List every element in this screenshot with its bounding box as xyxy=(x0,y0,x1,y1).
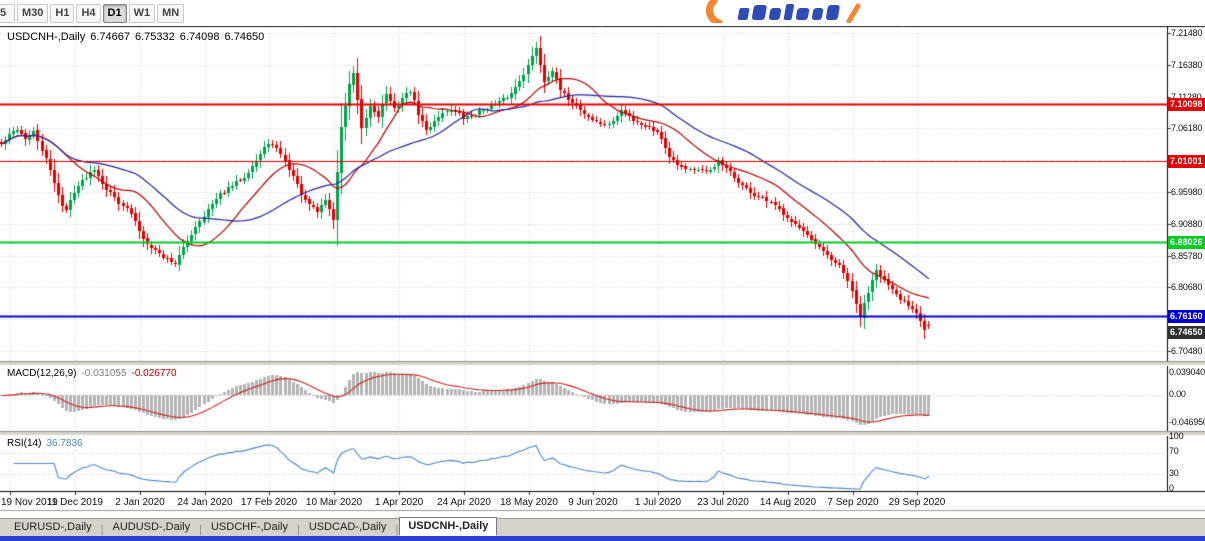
date-label: 1 Apr 2020 xyxy=(374,497,424,508)
ohlc-close: 6.74650 xyxy=(224,31,265,43)
price-tick-label: 6.85780 xyxy=(1171,250,1203,261)
level-price-box: 7.01001 xyxy=(1168,155,1205,168)
logo-wordmark xyxy=(737,4,840,20)
tab-separator: | xyxy=(100,524,104,536)
chart-symbol-period: USDCNH-,Daily xyxy=(7,31,86,43)
timeframe-button-w1[interactable]: W1 xyxy=(128,3,156,23)
chart-tab-eurusd[interactable]: EURUSD-,Daily xyxy=(14,521,92,533)
timeframe-button-h1[interactable]: H1 xyxy=(50,3,75,23)
macd-axis-label: -0.046950 xyxy=(1169,417,1205,427)
logo-accent xyxy=(846,3,861,24)
timeframe-toolbar: 5 M30 H1 H4 D1 W1 MN xyxy=(0,0,1205,27)
tab-separator: | xyxy=(296,524,300,536)
level-price-box: 7.10098 xyxy=(1168,98,1205,111)
timeframe-buttons: 5 M30 H1 H4 D1 W1 MN xyxy=(0,0,1205,26)
chart-tab-usdchf[interactable]: USDCHF-,Daily xyxy=(210,521,288,533)
chart-tab-audusd[interactable]: AUDUSD-,Daily xyxy=(112,521,191,533)
level-price-box: 6.76160 xyxy=(1168,310,1205,323)
rsi-axis-label: 30 xyxy=(1169,468,1179,478)
chart-symbol-ohlc: USDCNH-,Daily 6.74667 6.75332 6.74098 6.7465… xyxy=(7,31,269,43)
date-label: 24 Jan 2020 xyxy=(177,497,233,508)
date-label: 10 Mar 2020 xyxy=(305,497,363,508)
rsi-name: RSI(14) xyxy=(7,438,42,449)
date-label: 23 Jul 2020 xyxy=(697,497,749,508)
date-label: 18 May 2020 xyxy=(500,497,558,508)
macd-signal-value: -0.026770 xyxy=(131,368,177,379)
timeframe-button-d1[interactable]: D1 xyxy=(102,3,127,23)
rsi-value: 36.7836 xyxy=(46,438,83,449)
date-label: 17 Feb 2020 xyxy=(240,497,298,508)
rsi-indicator-label: RSI(14) 36.7836 xyxy=(7,438,88,449)
timeframe-button-m30[interactable]: M30 xyxy=(17,3,49,23)
ohlc-high: 6.75332 xyxy=(135,31,175,43)
price-tick-label: 6.80680 xyxy=(1171,282,1203,293)
timeframe-button-5[interactable]: 5 xyxy=(0,3,15,23)
price-tick-label: 6.70480 xyxy=(1171,346,1203,356)
ohlc-open: 6.74667 xyxy=(90,31,130,43)
macd-axis-label: 0.039040 xyxy=(1169,367,1205,377)
date-label: 1 Jul 2020 xyxy=(634,497,682,508)
price-tick-label: 7.16380 xyxy=(1171,59,1203,70)
date-label: 11 Dec 2019 xyxy=(47,497,103,508)
chart-tab-usdcad[interactable]: USDCAD-,Daily xyxy=(308,521,387,533)
rsi-axis-label: 70 xyxy=(1169,446,1179,456)
taskbar-edge xyxy=(0,536,1205,541)
date-label: 24 Apr 2020 xyxy=(437,497,491,508)
current-price-box: 6.74650 xyxy=(1168,326,1205,339)
date-label: 14 Aug 2020 xyxy=(759,497,817,508)
date-label: 19 Nov 2019 xyxy=(1,497,58,508)
level-price-box: 6.88026 xyxy=(1168,236,1205,249)
rsi-axis-label: 0 xyxy=(1169,483,1174,493)
date-label: 9 Jun 2020 xyxy=(568,497,618,508)
rsi-axis-label: 100 xyxy=(1169,431,1184,441)
broker-logo xyxy=(703,0,898,27)
price-tick-label: 7.11280 xyxy=(1171,91,1202,102)
macd-name: MACD(12,26,9) xyxy=(7,368,77,379)
price-tick-label: 6.90880 xyxy=(1171,218,1203,229)
price-tick-label: 6.95980 xyxy=(1171,187,1203,197)
timeframe-button-h4[interactable]: H4 xyxy=(76,3,101,23)
date-label: 29 Sep 2020 xyxy=(888,497,946,508)
tab-separator: | xyxy=(395,524,399,536)
chart-tab-usdcnh[interactable]: USDCNH-,Daily xyxy=(399,517,498,536)
price-tick-label: 7.21480 xyxy=(1171,28,1203,38)
timeframe-button-mn[interactable]: MN xyxy=(157,3,185,23)
logo-swoosh xyxy=(705,0,723,27)
date-label: 2 Jan 2020 xyxy=(115,497,165,508)
macd-axis-label: 0.00 xyxy=(1169,389,1186,399)
ohlc-low: 6.74098 xyxy=(179,31,220,43)
price-tick-label: 7.06180 xyxy=(1171,123,1203,134)
macd-indicator-label: MACD(12,26,9) -0.031055 -0.026770 xyxy=(7,368,182,379)
chart-tabs-bar: EURUSD-,Daily | AUDUSD-,Daily | USDCHF-,Dail… xyxy=(0,517,1205,536)
tab-separator: | xyxy=(199,524,202,536)
macd-main-value: -0.031055 xyxy=(81,368,127,379)
date-label: 7 Sep 2020 xyxy=(827,497,879,508)
